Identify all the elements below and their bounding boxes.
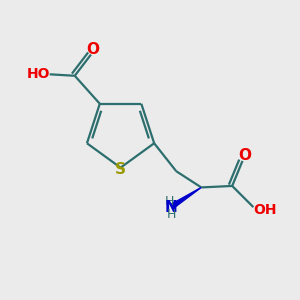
Text: H: H — [165, 195, 174, 208]
Text: N: N — [165, 200, 177, 215]
Text: S: S — [115, 162, 126, 177]
Text: O: O — [86, 42, 99, 57]
Text: OH: OH — [253, 203, 276, 217]
Text: HO: HO — [27, 67, 50, 81]
Text: H: H — [166, 208, 176, 221]
Text: O: O — [238, 148, 251, 163]
Polygon shape — [170, 188, 201, 208]
